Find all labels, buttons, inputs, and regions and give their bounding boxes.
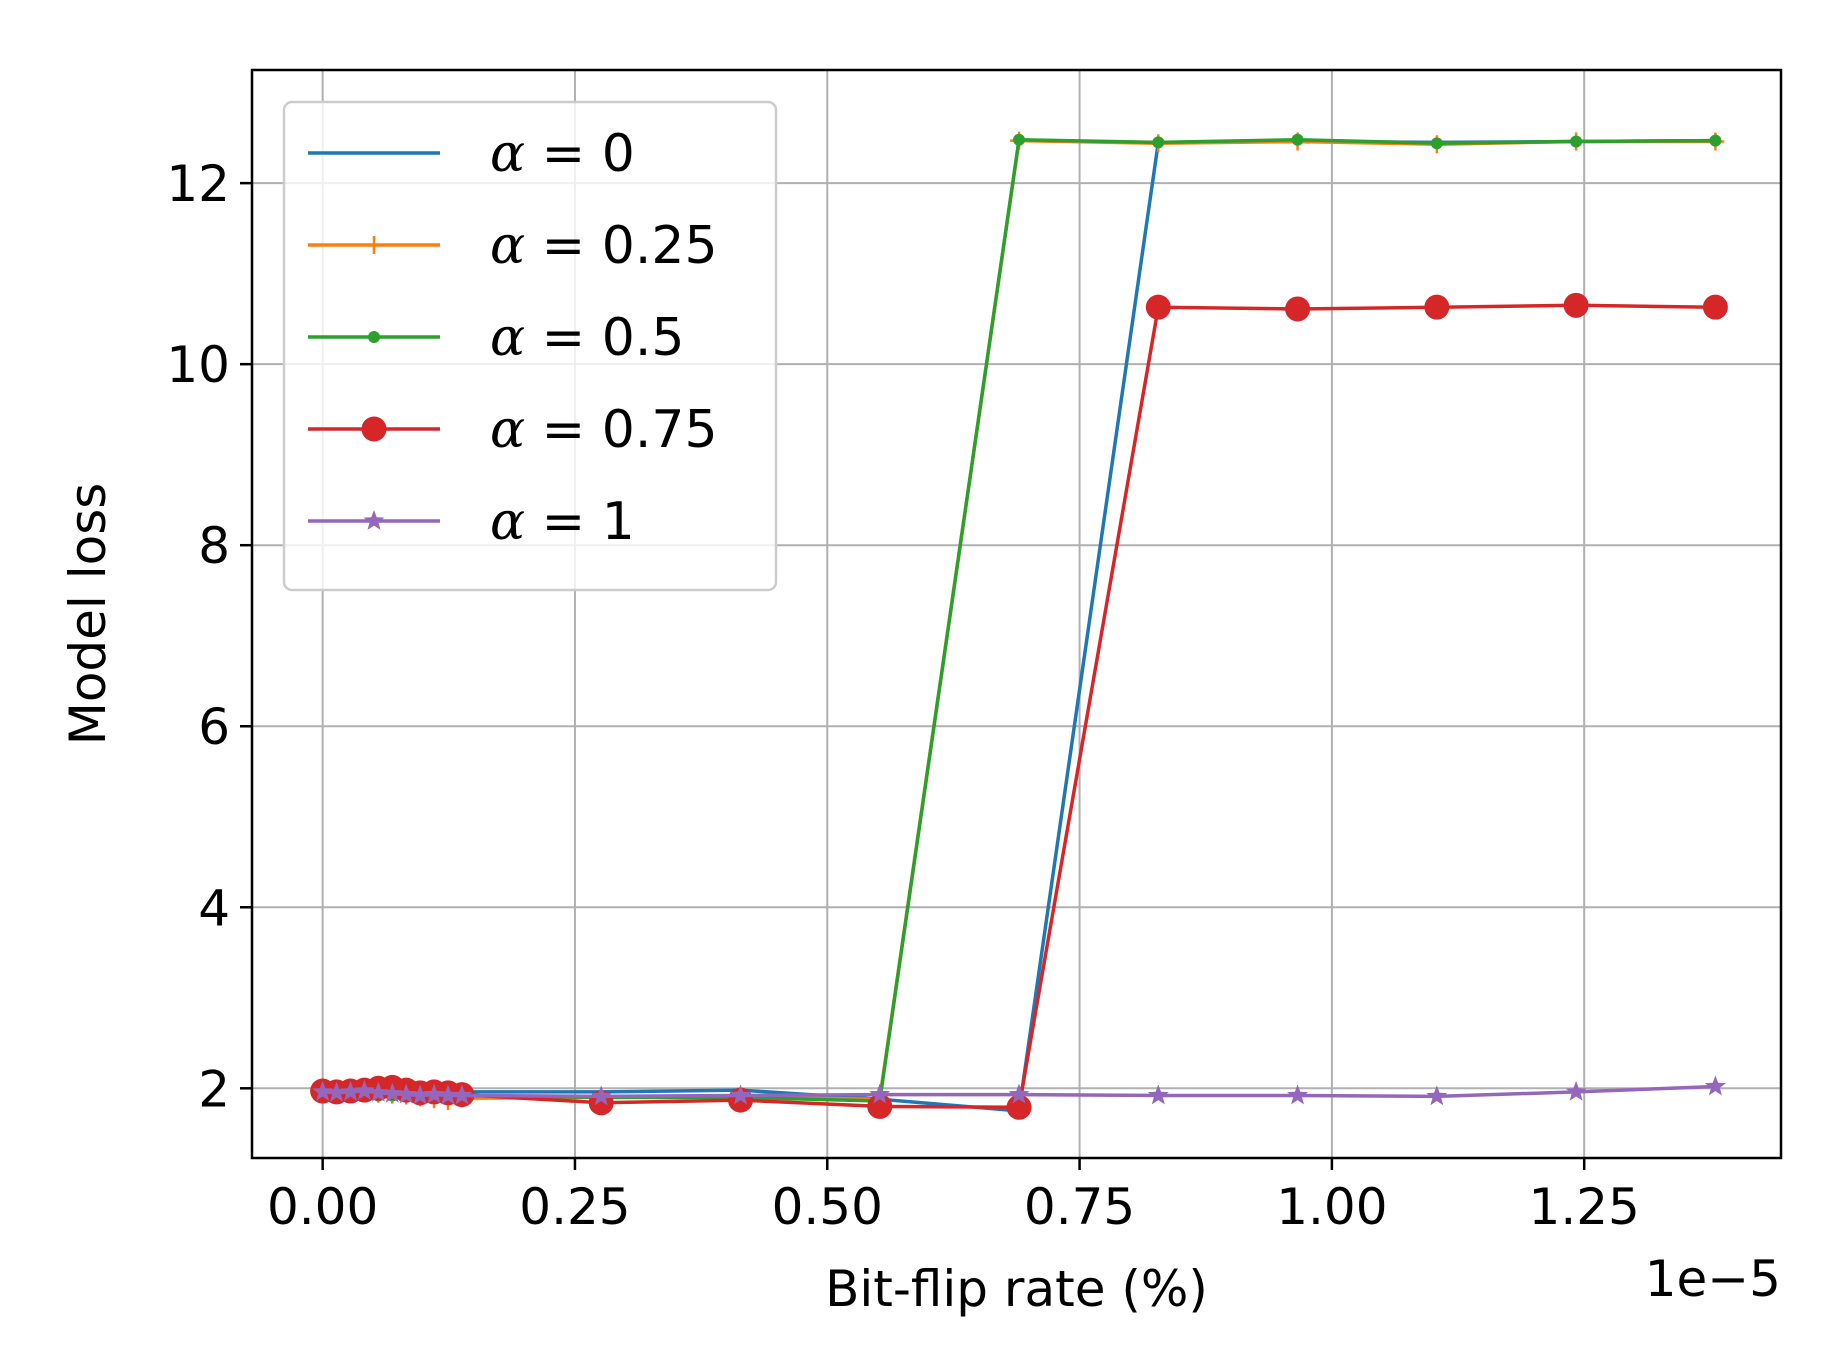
- y-tick-label: 8: [198, 517, 230, 575]
- legend-label-value: = 0: [525, 124, 635, 184]
- series-3-marker: [1702, 294, 1728, 320]
- series-2-marker: [1430, 137, 1443, 150]
- legend-label: α = 0.75: [490, 400, 718, 460]
- legend-marker: [361, 416, 387, 442]
- series-2-marker: [1152, 136, 1165, 149]
- series-3-marker: [1285, 296, 1311, 322]
- legend-label: α = 0: [490, 124, 635, 184]
- series-2-marker: [1291, 133, 1304, 146]
- x-tick-label: 0.25: [519, 1178, 630, 1236]
- legend-label-symbol: α: [490, 216, 525, 276]
- series-4-marker: [367, 1081, 389, 1102]
- series-4-marker: [1565, 1080, 1587, 1101]
- series-lines: [310, 131, 1728, 1120]
- series-4-marker: [381, 1082, 403, 1103]
- legend-item: α = 1: [308, 492, 635, 552]
- legend-item: α = 0.25: [308, 216, 718, 276]
- x-tick-label: 0.00: [267, 1178, 378, 1236]
- series-4-marker: [1287, 1084, 1308, 1105]
- series-4-marker: [1426, 1085, 1448, 1106]
- series-3-marker: [867, 1093, 893, 1119]
- series-4-marker: [437, 1084, 459, 1105]
- series-4-marker: [326, 1081, 347, 1102]
- series-4-marker: [451, 1084, 473, 1105]
- axis-ticks: 0.00 0.25 0.50 0.75 1.00 1.25 2 4 6 8 10 12: [166, 155, 1639, 1236]
- y-tick-label: 6: [198, 698, 230, 756]
- series-3-marker: [1563, 292, 1589, 318]
- legend-label-value: = 1: [525, 492, 635, 552]
- series-2-marker: [1709, 134, 1722, 147]
- series-4-marker: [1704, 1075, 1726, 1096]
- legend-marker: [363, 510, 385, 530]
- legend-label: α = 0.25: [490, 216, 718, 276]
- series-2-marker: [1013, 133, 1026, 146]
- y-axis-label: Model loss: [59, 483, 117, 746]
- series-3-marker: [1145, 294, 1171, 320]
- plot-frame: [250, 68, 1783, 1160]
- series-4-marker: [409, 1084, 431, 1105]
- x-tick-label: 1.25: [1529, 1178, 1640, 1236]
- legend-item: α = 0: [308, 124, 635, 184]
- legend-label: α = 1: [490, 492, 635, 552]
- x-tick-label: 1.00: [1276, 1178, 1387, 1236]
- legend-marker: [368, 331, 380, 343]
- series-3-marker: [1006, 1094, 1032, 1120]
- legend: α = 0α = 0.25α = 0.5α = 0.75α = 1: [282, 100, 778, 592]
- legend-item: α = 0.75: [308, 400, 718, 460]
- x-tick-label: 0.50: [772, 1178, 883, 1236]
- y-tick-label: 10: [166, 336, 230, 394]
- legend-marker: [365, 236, 383, 254]
- legend-label-symbol: α: [490, 492, 525, 552]
- legend-label-value: = 0.75: [525, 400, 717, 460]
- series-4-marker: [869, 1083, 891, 1104]
- series-4-marker: [354, 1080, 375, 1100]
- series-4: [312, 1075, 1726, 1106]
- legend-label: α = 0.5: [490, 308, 684, 368]
- x-axis-offset-label: 1e−5: [1645, 1250, 1781, 1308]
- y-tick-label: 4: [198, 879, 230, 937]
- series-4-marker: [1147, 1084, 1169, 1105]
- y-tick-label: 12: [166, 155, 230, 213]
- legend-box: [282, 100, 778, 592]
- legend-label-symbol: α: [490, 400, 525, 460]
- series-4-marker: [312, 1080, 334, 1101]
- series-4-marker: [395, 1083, 417, 1104]
- series-4-marker: [590, 1085, 612, 1106]
- series-4-marker: [340, 1080, 361, 1101]
- legend-item: α = 0.5: [308, 308, 684, 368]
- legend-label-value: = 0.5: [525, 308, 684, 368]
- series-3-marker: [1424, 294, 1450, 320]
- x-axis-label: Bit-flip rate (%): [825, 1260, 1208, 1318]
- series-4-marker: [1008, 1083, 1030, 1104]
- legend-label-symbol: α: [490, 124, 525, 184]
- legend-label-value: = 0.25: [525, 216, 717, 276]
- series-4-marker: [423, 1083, 445, 1104]
- x-tick-label: 0.75: [1024, 1178, 1135, 1236]
- series-4-marker: [730, 1084, 751, 1105]
- y-tick-label: 2: [198, 1060, 230, 1118]
- legend-label-symbol: α: [490, 308, 525, 368]
- series-2-marker: [1570, 135, 1583, 148]
